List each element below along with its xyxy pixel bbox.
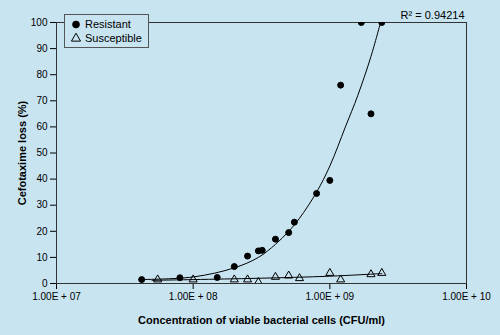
svg-text:Cefotaxime loss (%): Cefotaxime loss (%) bbox=[16, 100, 28, 205]
svg-text:50: 50 bbox=[36, 147, 48, 158]
svg-text:90: 90 bbox=[36, 43, 48, 54]
svg-text:60: 60 bbox=[36, 121, 48, 132]
html-text:Resistant: Resistant bbox=[85, 18, 131, 30]
svg-text:1.00E + 07: 1.00E + 07 bbox=[32, 291, 81, 302]
svg-text:40: 40 bbox=[36, 173, 48, 184]
svg-text:30: 30 bbox=[36, 199, 48, 210]
svg-text:1.00E + 08: 1.00E + 08 bbox=[169, 291, 218, 302]
svg-text:R² = 0.94214: R² = 0.94214 bbox=[401, 9, 465, 21]
svg-text:20: 20 bbox=[36, 226, 48, 237]
svg-text:0: 0 bbox=[42, 278, 48, 289]
svg-text:10: 10 bbox=[36, 252, 48, 263]
svg-text:100: 100 bbox=[31, 17, 48, 28]
svg-text:1.00E + 09: 1.00E + 09 bbox=[306, 291, 355, 302]
svg-text:80: 80 bbox=[36, 69, 48, 80]
svg-text:Concentration of viable bacter: Concentration of viable bacterial cells … bbox=[138, 314, 385, 326]
svg-text:1.00E + 10: 1.00E + 10 bbox=[442, 291, 491, 302]
svg-text:70: 70 bbox=[36, 95, 48, 106]
html-text:Susceptible: Susceptible bbox=[85, 32, 142, 44]
